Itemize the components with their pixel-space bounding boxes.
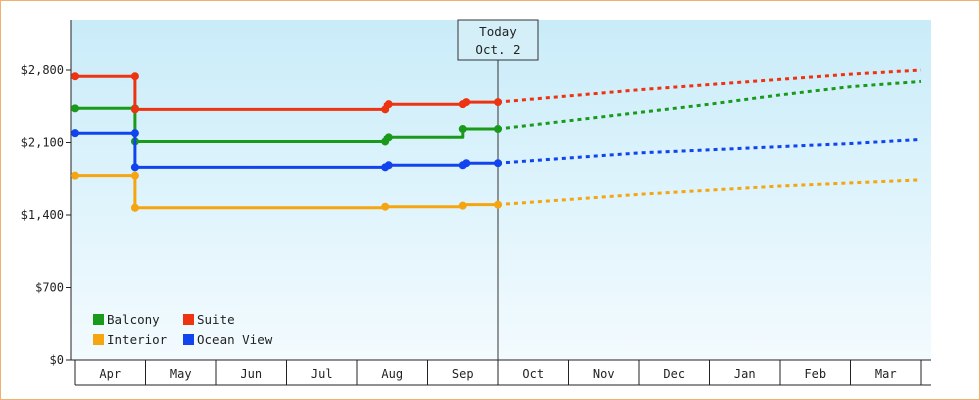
plot-background	[71, 20, 931, 360]
series-ocean-view	[71, 129, 922, 172]
x-tick-label: Aug	[381, 367, 403, 381]
series-interior-point	[130, 171, 139, 180]
x-tick-label: May	[170, 367, 192, 381]
x-tick-label: Jul	[311, 367, 333, 381]
series-ocean-view-point	[462, 159, 471, 168]
x-tick-label: Apr	[99, 367, 121, 381]
series-suite-forecast-line	[497, 68, 922, 104]
series-ocean-view-point	[130, 163, 139, 172]
x-tick-label: Feb	[804, 367, 826, 381]
series-interior-point	[130, 203, 139, 212]
series-balcony-point	[384, 133, 393, 142]
x-tick-label: Nov	[593, 367, 615, 381]
series-ocean-view-point	[384, 161, 393, 170]
y-axis: $0 $700 $1,400 $2,100 $2,800	[21, 20, 72, 367]
series-suite-point	[130, 105, 139, 114]
y-tick-label: $700	[35, 281, 64, 295]
x-tick-label: Jun	[240, 367, 262, 381]
legend-swatch-balcony	[93, 314, 104, 325]
legend-label-interior: Interior	[107, 332, 168, 347]
legend-swatch-ocean-view	[183, 334, 194, 345]
series-interior-point	[458, 201, 467, 210]
legend-swatch-interior	[93, 334, 104, 345]
series-suite-point	[462, 98, 471, 107]
series-suite-point	[71, 72, 79, 81]
y-tick-label: $2,100	[21, 136, 64, 150]
series-suite-point	[384, 100, 393, 109]
today-callout-label: Today	[479, 24, 517, 39]
today-callout-date: Oct. 2	[475, 42, 520, 57]
series-balcony-point	[494, 125, 502, 134]
x-tick-label: Jan	[734, 367, 756, 381]
series-suite	[71, 68, 922, 114]
x-tick-label: Oct	[522, 367, 544, 381]
series-ocean-view-point	[494, 159, 502, 168]
series-interior-point	[381, 202, 390, 211]
y-tick-label: $0	[50, 353, 64, 367]
series-interior-forecast-line	[497, 178, 922, 207]
series-balcony-point	[458, 125, 467, 134]
series-ocean-view-forecast-line	[497, 137, 922, 165]
series-interior-point	[71, 171, 79, 180]
series-interior	[71, 171, 922, 212]
x-tick-label: Mar	[875, 367, 897, 381]
today-marker: Today Oct. 2	[457, 19, 539, 360]
legend: Balcony Suite Interior Ocean View	[93, 312, 273, 347]
legend-swatch-suite	[183, 314, 194, 325]
series-ocean-view-point	[130, 129, 139, 138]
today-callout-box	[457, 19, 539, 61]
x-axis: Apr May Jun Jul Aug Sep Oct Nov Dec Jan Feb Mar	[71, 359, 931, 386]
y-tick-label: $1,400	[21, 208, 64, 222]
x-tick-label: Sep	[452, 367, 474, 381]
y-tick-label: $2,800	[21, 63, 64, 77]
x-tick-label: Dec	[663, 367, 685, 381]
series-ocean-view-point	[71, 129, 79, 138]
series-layer	[71, 68, 922, 212]
legend-label-suite: Suite	[197, 312, 235, 327]
series-balcony-forecast-line	[497, 79, 922, 131]
series-interior-point	[494, 200, 502, 209]
series-suite-point	[494, 98, 502, 107]
series-suite-point	[130, 72, 139, 81]
legend-label-ocean-view: Ocean View	[197, 332, 273, 347]
series-balcony-point	[71, 104, 79, 113]
legend-label-balcony: Balcony	[107, 312, 160, 327]
